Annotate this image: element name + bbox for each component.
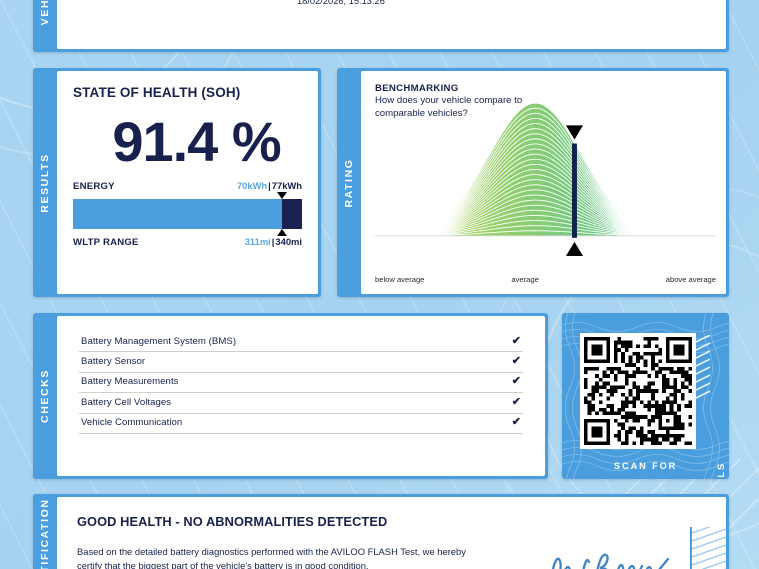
check-mark-icon: ✔ (511, 395, 521, 408)
qr-code-icon[interactable] (580, 333, 696, 449)
vehicle-spine: VEHICLE (33, 0, 57, 52)
results-spine: RESULTS (33, 68, 57, 297)
check-row: Battery Sensor ✔ (79, 352, 523, 373)
axis-label-average: average (511, 275, 539, 284)
check-label: Vehicle Communication (81, 417, 183, 429)
vehicle-model-column: MODEL: ID4 - 77 kWh (75, 0, 297, 8)
range-total-value: 340mi (275, 236, 302, 247)
range-current-value: 311mi (244, 236, 271, 247)
vehicle-datetime-value: 18/02/2026, 15:13:26 (297, 0, 385, 6)
range-label: WLTP RANGE (73, 237, 139, 248)
energy-current-value: 70kWh (236, 180, 268, 191)
rating-spine: RATING (337, 68, 361, 297)
certification-spine-label: CERTIFICATION (39, 498, 51, 569)
check-mark-icon: ✔ (511, 375, 521, 388)
certification-spine: CERTIFICATION (33, 494, 57, 569)
soh-title: STATE OF HEALTH (SOH) (73, 85, 241, 100)
rating-spine-label: RATING (343, 157, 355, 208)
checks-spine-label: CHECKS (39, 369, 51, 423)
check-label: Battery Sensor (81, 356, 146, 368)
check-label: Battery Cell Voltages (81, 396, 172, 408)
triangle-up-marker (565, 241, 584, 256)
results-section: RESULTS STATE OF HEALTH (SOH) 91.4 % ENE… (33, 68, 321, 297)
energy-values: 70kWh|77kWh (237, 180, 302, 191)
results-panel: STATE OF HEALTH (SOH) 91.4 % ENERGY 70kW… (57, 71, 318, 294)
checks-list: Battery Management System (BMS) ✔ Battery … (79, 332, 523, 434)
rating-section: RATING BENCHMARKING How does your vehicl… (337, 68, 729, 297)
axis-label-above-average: above average (665, 275, 716, 284)
benchmark-vehicle-marker-bar (572, 143, 577, 238)
check-label: Battery Measurements (81, 376, 179, 388)
vehicle-section: VEHICLE MODEL: ID4 - 77 kWh VIN: WVGZZZE… (33, 0, 729, 52)
checks-section: CHECKS Battery Management System (BMS) ✔ B… (33, 313, 548, 479)
vehicle-panel: MODEL: ID4 - 77 kWh VIN: WVGZZZE2ZNP0260… (57, 0, 726, 49)
handwritten-signature (551, 553, 670, 569)
signature-hatch-marks (692, 527, 726, 569)
check-row: Battery Measurements ✔ (79, 373, 523, 394)
vehicle-vin-column: VIN: WVGZZZE2ZNP026025 DATE AND TIME: 18… (297, 0, 708, 8)
check-row: Vehicle Communication ✔ (79, 414, 523, 434)
benchmark-title: BENCHMARKING (375, 83, 459, 94)
range-values: 311mi|340mi (245, 236, 302, 247)
benchmark-axis-labels: below average average above average (375, 275, 716, 284)
certification-panel: GOOD HEALTH - NO ABNORMALITIES DETECTED … (57, 497, 726, 569)
scan-for-label: SCAN FOR (614, 461, 678, 471)
soh-value: 91.4 % (112, 110, 281, 173)
triangle-up-icon (277, 229, 288, 236)
check-mark-icon: ✔ (511, 355, 521, 368)
checks-spine: CHECKS (33, 313, 57, 479)
rating-panel: BENCHMARKING How does your vehicle compa… (361, 71, 726, 294)
certification-section: CERTIFICATION GOOD HEALTH - NO ABNORMALI… (33, 494, 729, 569)
check-mark-icon: ✔ (511, 334, 521, 347)
energy-metric-row: ENERGY 70kWh|77kWh (73, 180, 302, 192)
certification-body-line-2: certify that the biggest part of the veh… (77, 560, 369, 569)
check-mark-icon: ✔ (511, 416, 521, 429)
results-spine-label: RESULTS (39, 152, 51, 213)
vehicle-spine-label: VEHICLE (39, 0, 51, 25)
details-spine-label: DETAILS (716, 462, 726, 479)
details-section[interactable]: SCAN FOR DETAILS (562, 313, 729, 479)
range-metric-row: WLTP RANGE 311mi|340mi (73, 236, 302, 248)
soh-bar-fill (73, 199, 283, 229)
energy-total-value: 77kWh (271, 180, 302, 191)
check-row: Battery Management System (BMS) ✔ (79, 332, 523, 353)
triangle-down-icon (277, 192, 288, 199)
benchmark-subtitle: How does your vehicle compare to compara… (375, 95, 523, 119)
details-hatch-marks (694, 335, 710, 400)
energy-label: ENERGY (73, 181, 115, 192)
certification-title: GOOD HEALTH - NO ABNORMALITIES DETECTED (77, 514, 388, 529)
axis-label-below-average: below average (375, 275, 425, 284)
soh-bar-track (73, 199, 302, 229)
check-label: Battery Management System (BMS) (81, 335, 237, 347)
qr-code-matrix (584, 337, 692, 445)
checks-panel: Battery Management System (BMS) ✔ Battery … (57, 316, 545, 476)
certification-body: Based on the detailed battery diagnostic… (77, 545, 547, 569)
certification-body-line-1: Based on the detailed battery diagnostic… (77, 546, 466, 557)
soh-bar (73, 192, 302, 236)
check-row: Battery Cell Voltages ✔ (79, 393, 523, 414)
